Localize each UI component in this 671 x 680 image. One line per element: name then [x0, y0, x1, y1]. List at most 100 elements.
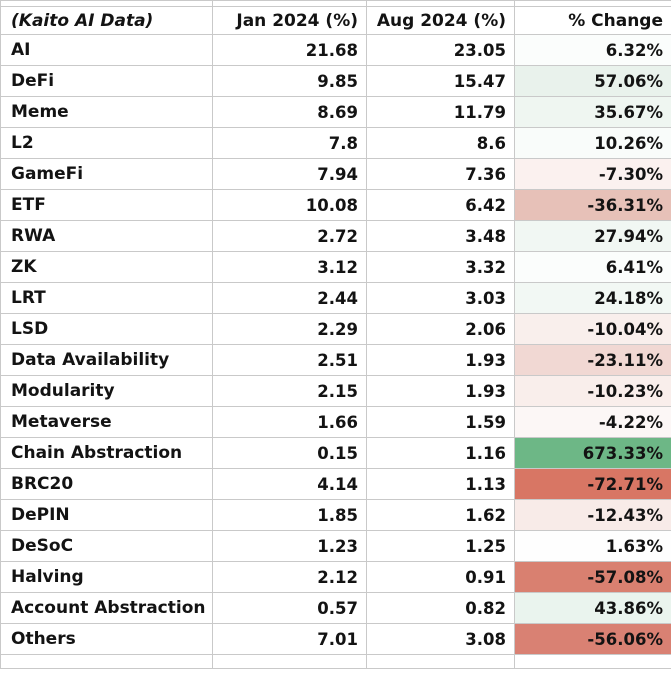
table-row: Chain Abstraction 0.15 1.16 673.33% — [0, 437, 671, 469]
cropped-row-below — [0, 654, 671, 669]
jan-2024-cell[interactable]: 2.51 — [212, 344, 367, 376]
category-cell[interactable]: Account Abstraction — [0, 592, 213, 624]
pct-change-cell[interactable]: -4.22% — [514, 406, 671, 438]
aug-2024-cell[interactable]: 15.47 — [366, 65, 515, 97]
jan-2024-cell[interactable]: 4.14 — [212, 468, 367, 500]
jan-2024-cell[interactable]: 9.85 — [212, 65, 367, 97]
category-cell[interactable]: DeFi — [0, 65, 213, 97]
aug-2024-cell[interactable]: 3.48 — [366, 220, 515, 252]
jan-2024-cell[interactable]: 10.08 — [212, 189, 367, 221]
jan-2024-cell[interactable]: 2.72 — [212, 220, 367, 252]
aug-2024-cell[interactable]: 2.06 — [366, 313, 515, 345]
empty-cell — [514, 654, 671, 669]
aug-2024-cell[interactable]: 1.62 — [366, 499, 515, 531]
pct-change-cell[interactable]: 6.41% — [514, 251, 671, 283]
table-row: L2 7.8 8.6 10.26% — [0, 127, 671, 159]
pct-change-cell[interactable]: -10.04% — [514, 313, 671, 345]
jan-2024-cell[interactable]: 7.94 — [212, 158, 367, 190]
category-cell[interactable]: L2 — [0, 127, 213, 159]
category-cell[interactable]: Others — [0, 623, 213, 655]
pct-change-cell[interactable]: -7.30% — [514, 158, 671, 190]
table-row: RWA 2.72 3.48 27.94% — [0, 220, 671, 252]
jan-2024-cell[interactable]: 0.15 — [212, 437, 367, 469]
jan-2024-cell[interactable]: 7.8 — [212, 127, 367, 159]
aug-2024-cell[interactable]: 1.16 — [366, 437, 515, 469]
aug-2024-cell[interactable]: 0.82 — [366, 592, 515, 624]
pct-change-cell[interactable]: 10.26% — [514, 127, 671, 159]
header-aug-2024[interactable]: Aug 2024 (%) — [366, 6, 515, 35]
aug-2024-cell[interactable]: 1.93 — [366, 344, 515, 376]
aug-2024-cell[interactable]: 1.13 — [366, 468, 515, 500]
table-row: Metaverse 1.66 1.59 -4.22% — [0, 406, 671, 438]
pct-change-cell[interactable]: 27.94% — [514, 220, 671, 252]
pct-change-cell[interactable]: 1.63% — [514, 530, 671, 562]
header-source-label[interactable]: (Kaito AI Data) — [0, 6, 213, 35]
pct-change-cell[interactable]: 35.67% — [514, 96, 671, 128]
table-row: LSD 2.29 2.06 -10.04% — [0, 313, 671, 345]
jan-2024-cell[interactable]: 1.66 — [212, 406, 367, 438]
jan-2024-cell[interactable]: 1.23 — [212, 530, 367, 562]
empty-cell — [212, 654, 367, 669]
pct-change-cell[interactable]: 6.32% — [514, 34, 671, 66]
table-row: LRT 2.44 3.03 24.18% — [0, 282, 671, 314]
category-cell[interactable]: ETF — [0, 189, 213, 221]
aug-2024-cell[interactable]: 0.91 — [366, 561, 515, 593]
header-pct-change[interactable]: % Change — [514, 6, 671, 35]
jan-2024-cell[interactable]: 7.01 — [212, 623, 367, 655]
aug-2024-cell[interactable]: 1.25 — [366, 530, 515, 562]
empty-cell — [0, 654, 213, 669]
category-cell[interactable]: DeSoC — [0, 530, 213, 562]
category-cell[interactable]: DePIN — [0, 499, 213, 531]
pct-change-cell[interactable]: -23.11% — [514, 344, 671, 376]
pct-change-cell[interactable]: 673.33% — [514, 437, 671, 469]
pct-change-cell[interactable]: -56.06% — [514, 623, 671, 655]
aug-2024-cell[interactable]: 11.79 — [366, 96, 515, 128]
pct-change-cell[interactable]: -10.23% — [514, 375, 671, 407]
category-cell[interactable]: Halving — [0, 561, 213, 593]
aug-2024-cell[interactable]: 1.93 — [366, 375, 515, 407]
pct-change-cell[interactable]: -36.31% — [514, 189, 671, 221]
aug-2024-cell[interactable]: 3.03 — [366, 282, 515, 314]
aug-2024-cell[interactable]: 23.05 — [366, 34, 515, 66]
table-row: Meme 8.69 11.79 35.67% — [0, 96, 671, 128]
jan-2024-cell[interactable]: 2.15 — [212, 375, 367, 407]
pct-change-cell[interactable]: 43.86% — [514, 592, 671, 624]
category-cell[interactable]: AI — [0, 34, 213, 66]
aug-2024-cell[interactable]: 1.59 — [366, 406, 515, 438]
pct-change-cell[interactable]: 24.18% — [514, 282, 671, 314]
category-cell[interactable]: Chain Abstraction — [0, 437, 213, 469]
category-cell[interactable]: LSD — [0, 313, 213, 345]
jan-2024-cell[interactable]: 1.85 — [212, 499, 367, 531]
category-cell[interactable]: RWA — [0, 220, 213, 252]
aug-2024-cell[interactable]: 3.08 — [366, 623, 515, 655]
category-cell[interactable]: BRC20 — [0, 468, 213, 500]
jan-2024-cell[interactable]: 0.57 — [212, 592, 367, 624]
jan-2024-cell[interactable]: 2.29 — [212, 313, 367, 345]
table-row: ETF 10.08 6.42 -36.31% — [0, 189, 671, 221]
pct-change-cell[interactable]: -72.71% — [514, 468, 671, 500]
table-row: BRC20 4.14 1.13 -72.71% — [0, 468, 671, 500]
pct-change-cell[interactable]: -12.43% — [514, 499, 671, 531]
category-cell[interactable]: Data Availability — [0, 344, 213, 376]
category-cell[interactable]: ZK — [0, 251, 213, 283]
table-row: Data Availability 2.51 1.93 -23.11% — [0, 344, 671, 376]
aug-2024-cell[interactable]: 6.42 — [366, 189, 515, 221]
jan-2024-cell[interactable]: 8.69 — [212, 96, 367, 128]
jan-2024-cell[interactable]: 2.12 — [212, 561, 367, 593]
jan-2024-cell[interactable]: 21.68 — [212, 34, 367, 66]
pct-change-cell[interactable]: -57.08% — [514, 561, 671, 593]
category-cell[interactable]: Metaverse — [0, 406, 213, 438]
category-cell[interactable]: Meme — [0, 96, 213, 128]
aug-2024-cell[interactable]: 7.36 — [366, 158, 515, 190]
category-cell[interactable]: GameFi — [0, 158, 213, 190]
aug-2024-cell[interactable]: 3.32 — [366, 251, 515, 283]
table-row: Others 7.01 3.08 -56.06% — [0, 623, 671, 655]
category-cell[interactable]: LRT — [0, 282, 213, 314]
header-jan-2024[interactable]: Jan 2024 (%) — [212, 6, 367, 35]
aug-2024-cell[interactable]: 8.6 — [366, 127, 515, 159]
category-cell[interactable]: Modularity — [0, 375, 213, 407]
pct-change-cell[interactable]: 57.06% — [514, 65, 671, 97]
jan-2024-cell[interactable]: 2.44 — [212, 282, 367, 314]
jan-2024-cell[interactable]: 3.12 — [212, 251, 367, 283]
